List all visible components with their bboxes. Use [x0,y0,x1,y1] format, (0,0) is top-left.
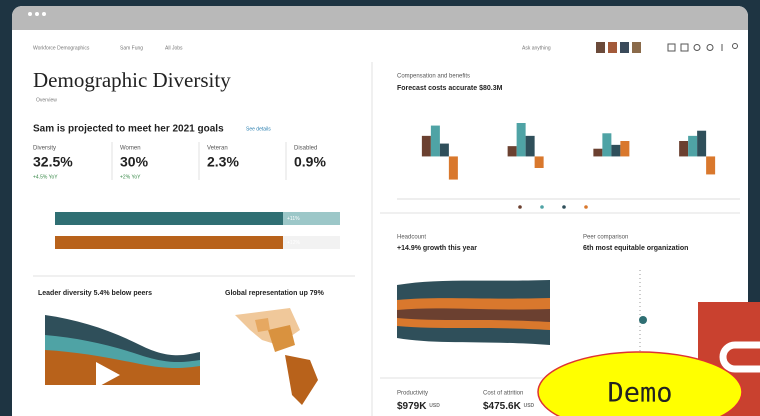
bar [526,136,535,157]
peer-dot [639,316,647,324]
bar [593,149,602,157]
bar [602,133,611,156]
window-dot [35,12,39,16]
subtitle: Overview [36,97,57,103]
bar [688,136,697,157]
bar [679,141,688,156]
value: $475.6K [483,401,522,412]
section-label: Headcount [397,235,426,241]
bar [508,146,517,156]
bar-annotation: +12% [287,240,300,246]
bar [535,156,544,168]
goals-heading: Sam is projected to meet her 2021 goals [33,124,224,135]
title-bar [12,6,748,30]
card-title: Global representation up 79% [225,290,325,297]
unit: USD [429,403,440,409]
window-dot [28,12,32,16]
kpi-value: 32.5% [33,154,73,170]
bar [706,156,715,174]
bar [55,212,283,225]
page: Workforce Demographics Sam Fung All Jobs… [0,0,760,416]
filter[interactable]: All Jobs [165,45,183,51]
unit: USD [524,403,535,409]
section-label: Peer comparison [583,235,628,241]
card-title: 6th most equitable organization [583,245,688,252]
bar [449,156,458,179]
kpi-value: 0.9% [294,154,326,170]
card-title: +14.9% growth this year [397,245,477,252]
section-label: Compensation and benefits [397,74,470,80]
legend-swatch [518,205,522,209]
value: $979K [397,401,427,412]
bar [55,236,283,249]
kpi-label: Productivity [397,391,428,397]
search[interactable]: Ask anything [522,45,551,51]
bar [517,123,526,156]
kpi-label: Women [120,146,141,152]
bar [431,126,440,157]
demo-label: Demo [607,378,672,409]
kpi-label: Cost of attrition [483,391,523,397]
card-title: Forecast costs accurate $80.3M [397,85,503,92]
bar [611,145,620,157]
legend-swatch [562,205,566,209]
window-dot [42,12,46,16]
link[interactable]: See details [246,126,271,132]
kpi-label: Disabled [294,146,317,152]
kpi-value: 2.3% [207,154,239,170]
kpi-label: Veteran [207,146,228,152]
legend-swatch [540,205,544,209]
kpi-label: Diversity [33,146,56,152]
filter[interactable]: Workforce Demographics [33,45,90,51]
bar [620,141,629,156]
stream-chart [397,280,550,345]
filter[interactable]: Sam Fung [120,45,143,51]
legend-swatch [584,205,588,209]
kpi-note: +4.5% YoY [33,174,58,180]
kpi-value: 30% [120,154,149,170]
page-title: Demographic Diversity [33,68,231,92]
card-title: Leader diversity 5.4% below peers [38,290,152,297]
bar [422,136,431,157]
bar-annotation: +11% [287,216,300,222]
bar [440,144,449,157]
bar [697,131,706,157]
kpi-note: +2% YoY [120,174,141,180]
screen: Workforce Demographics Sam Fung All Jobs… [0,0,760,416]
